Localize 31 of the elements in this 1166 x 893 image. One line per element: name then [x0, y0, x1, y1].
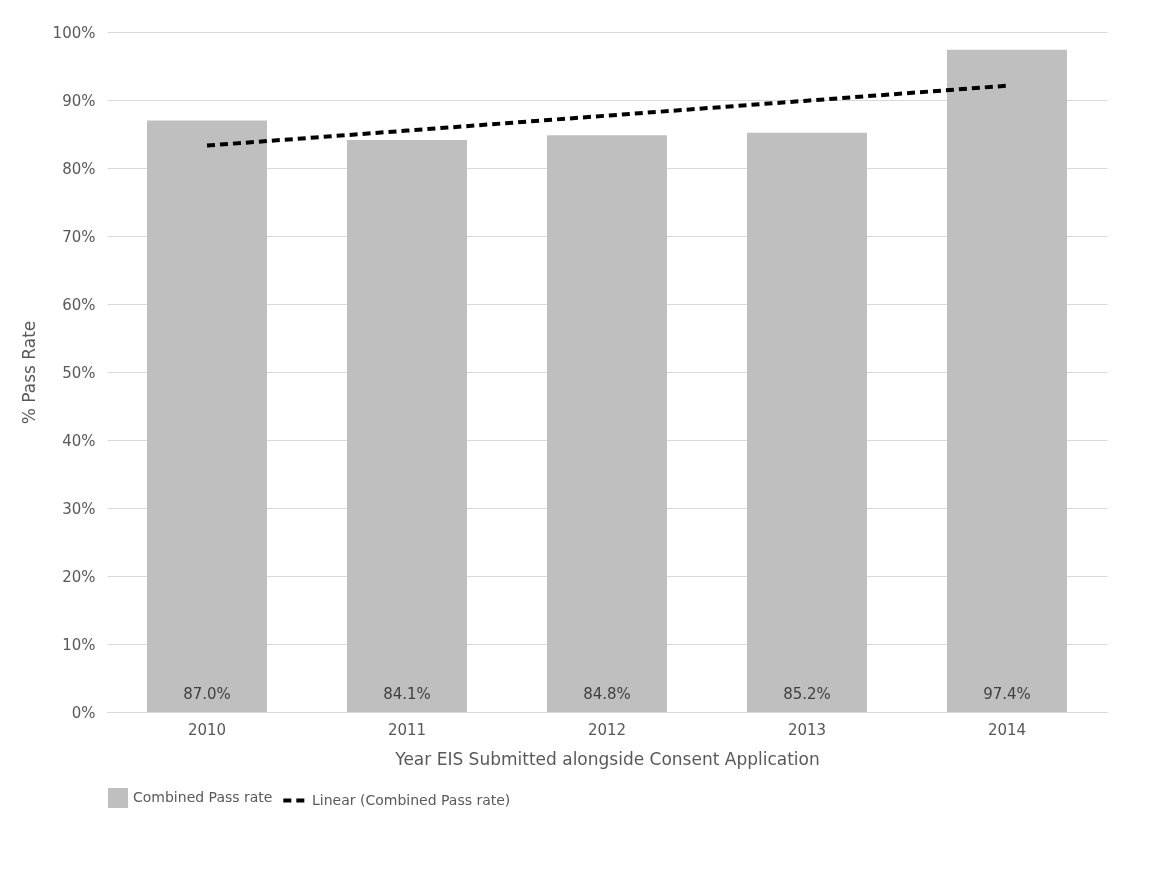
bar — [347, 140, 467, 712]
x-tick-label: 2011 — [387, 720, 427, 739]
y-axis-title: % Pass Rate — [18, 320, 39, 425]
line-series — [205, 83, 1009, 148]
y-tick-label: 0% — [71, 703, 96, 722]
y-tick-label: 70% — [62, 227, 96, 246]
data-label: 85.2% — [783, 685, 831, 703]
data-label: 87.0% — [183, 685, 231, 703]
legend-label: Linear (Combined Pass rate) — [312, 791, 511, 808]
x-tick-label: 2014 — [987, 720, 1027, 739]
bar — [747, 132, 867, 712]
bar — [547, 135, 667, 712]
y-tick-label: 20% — [62, 567, 96, 586]
y-tick-label: 80% — [62, 159, 96, 178]
x-tick-label: 2012 — [587, 720, 627, 739]
y-tick-label: 50% — [62, 363, 96, 382]
data-label: 84.1% — [383, 685, 431, 703]
data-label: 97.4% — [983, 685, 1031, 703]
x-axis-title: Year EIS Submitted alongside Consent Application — [394, 748, 820, 769]
y-tick-label: 60% — [62, 295, 96, 314]
bar — [147, 120, 267, 712]
x-tick-label: 2013 — [787, 720, 827, 739]
y-tick-label: 10% — [62, 635, 96, 654]
y-tick-label: 40% — [62, 431, 96, 450]
legend-label: Combined Pass rate — [133, 789, 273, 805]
y-tick-label: 30% — [62, 499, 96, 518]
x-tick-label: 2010 — [187, 720, 227, 739]
data-label: 84.8% — [583, 685, 631, 703]
y-tick-label: 90% — [62, 91, 96, 110]
y-tick-label: 100% — [52, 23, 96, 42]
bar — [947, 49, 1067, 712]
